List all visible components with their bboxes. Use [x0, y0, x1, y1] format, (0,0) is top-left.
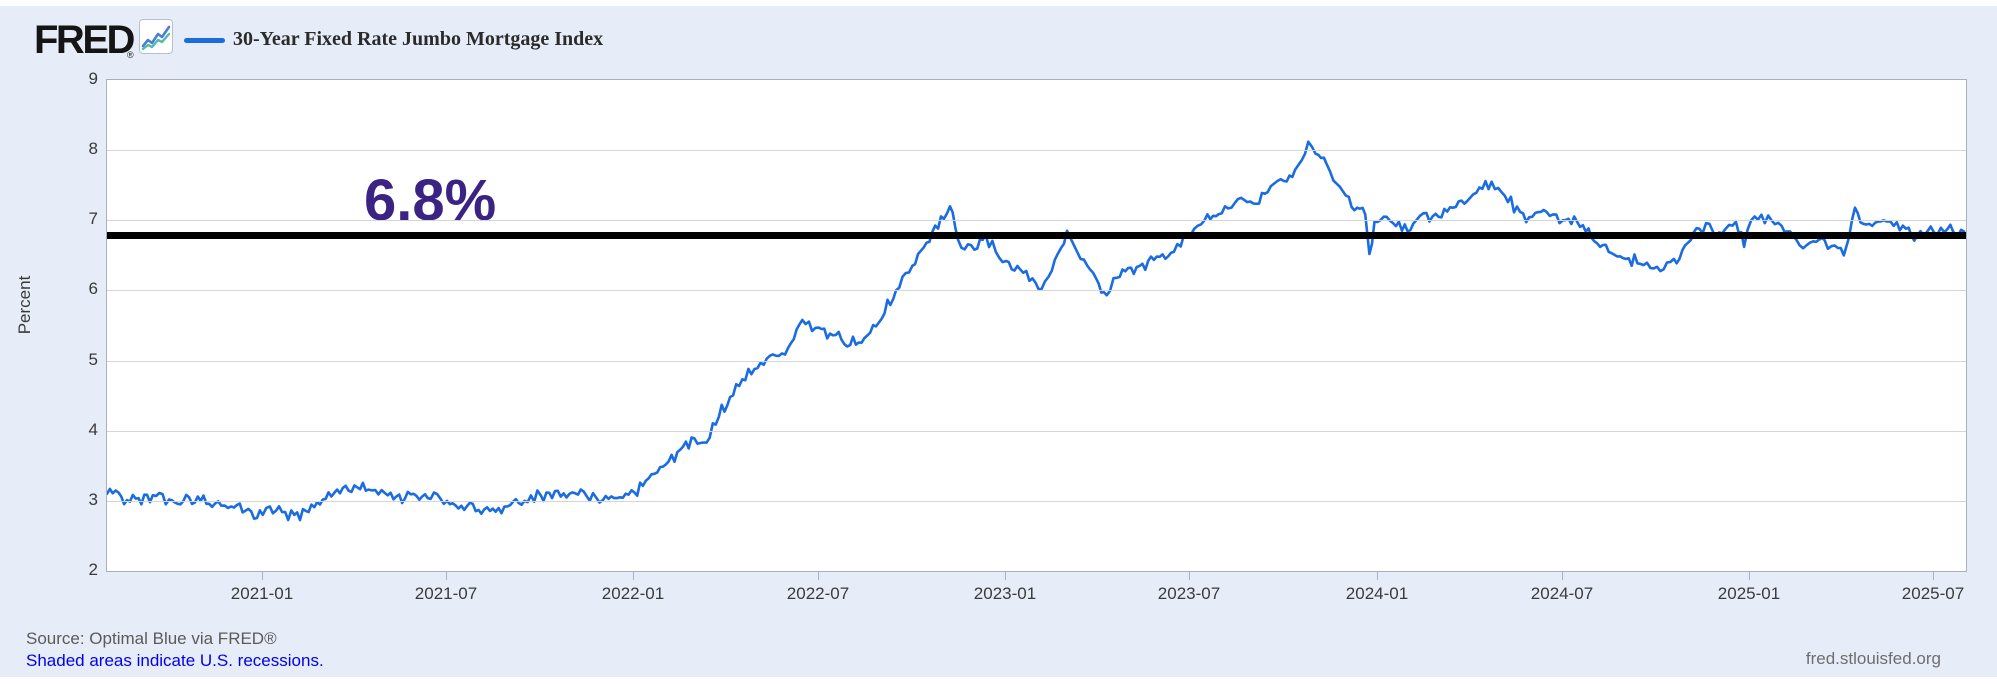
x-tick-mark-2024-01: [1377, 572, 1378, 580]
gridline-y-8: [107, 150, 1966, 151]
legend-line-swatch: [184, 38, 225, 43]
y-tick-label-8: 8: [88, 139, 98, 159]
x-tick-mark-2021-01: [262, 572, 263, 580]
y-tick-label-9: 9: [88, 69, 98, 88]
gridline-y-3: [107, 501, 1966, 502]
gridline-y-6: [107, 290, 1966, 291]
x-tick-label-2023-07: 2023-07: [1157, 584, 1221, 603]
line-chart-icon: [139, 19, 173, 54]
page-bottom-edge: [0, 677, 1997, 684]
x-tick-mark-2023-01: [1005, 572, 1006, 580]
x-tick-mark-2023-07: [1189, 572, 1190, 580]
page-top-edge: [0, 0, 1997, 6]
y-tick-label-2: 2: [88, 560, 98, 579]
chart-header: FRED ® 30-Year Fixed Rate Jumbo Mortgage…: [0, 10, 1997, 62]
gridline-y-4: [107, 431, 1966, 432]
x-tick-mark-2025-01: [1749, 572, 1750, 580]
fred-logo: FRED: [34, 18, 135, 62]
x-tick-label-2024-01: 2024-01: [1345, 584, 1409, 603]
gridline-y-7: [107, 220, 1966, 221]
x-tick-label-2024-07: 2024-07: [1530, 584, 1594, 603]
legend-series-label: 30-Year Fixed Rate Jumbo Mortgage Index: [233, 28, 604, 50]
plot-area: 6.8%: [106, 79, 1967, 572]
source-text: Source: Optimal Blue via FRED®: [26, 629, 277, 648]
annotation-rate-line: [107, 232, 1966, 239]
y-tick-label-6: 6: [88, 279, 98, 299]
x-tick-mark-2022-07: [818, 572, 819, 580]
gridline-y-5: [107, 361, 1966, 362]
x-tick-label-2023-01: 2023-01: [973, 584, 1037, 603]
y-tick-label-4: 4: [88, 419, 98, 439]
y-tick-label-3: 3: [88, 489, 98, 509]
annotation-rate-label: 6.8%: [364, 168, 497, 233]
x-tick-mark-2025-07: [1933, 572, 1934, 580]
mortgage-rate-line: [107, 140, 1966, 522]
x-tick-label-2021-01: 2021-01: [230, 584, 294, 603]
fred-url: fred.stlouisfed.org: [1805, 649, 1941, 668]
x-tick-label-2022-07: 2022-07: [786, 584, 850, 603]
x-tick-label-2025-07: 2025-07: [1901, 584, 1965, 603]
x-tick-mark-2024-07: [1562, 572, 1563, 580]
recessions-link[interactable]: Shaded areas indicate U.S. recessions.: [26, 651, 324, 670]
y-tick-label-7: 7: [88, 209, 98, 229]
x-tick-label-2021-07: 2021-07: [414, 584, 478, 603]
x-tick-label-2022-01: 2022-01: [601, 584, 665, 603]
x-tick-mark-2021-07: [446, 572, 447, 580]
x-tick-label-2025-01: 2025-01: [1717, 584, 1781, 603]
y-tick-label-5: 5: [88, 349, 98, 369]
x-tick-mark-2022-01: [633, 572, 634, 580]
registered-mark: ®: [127, 50, 134, 60]
